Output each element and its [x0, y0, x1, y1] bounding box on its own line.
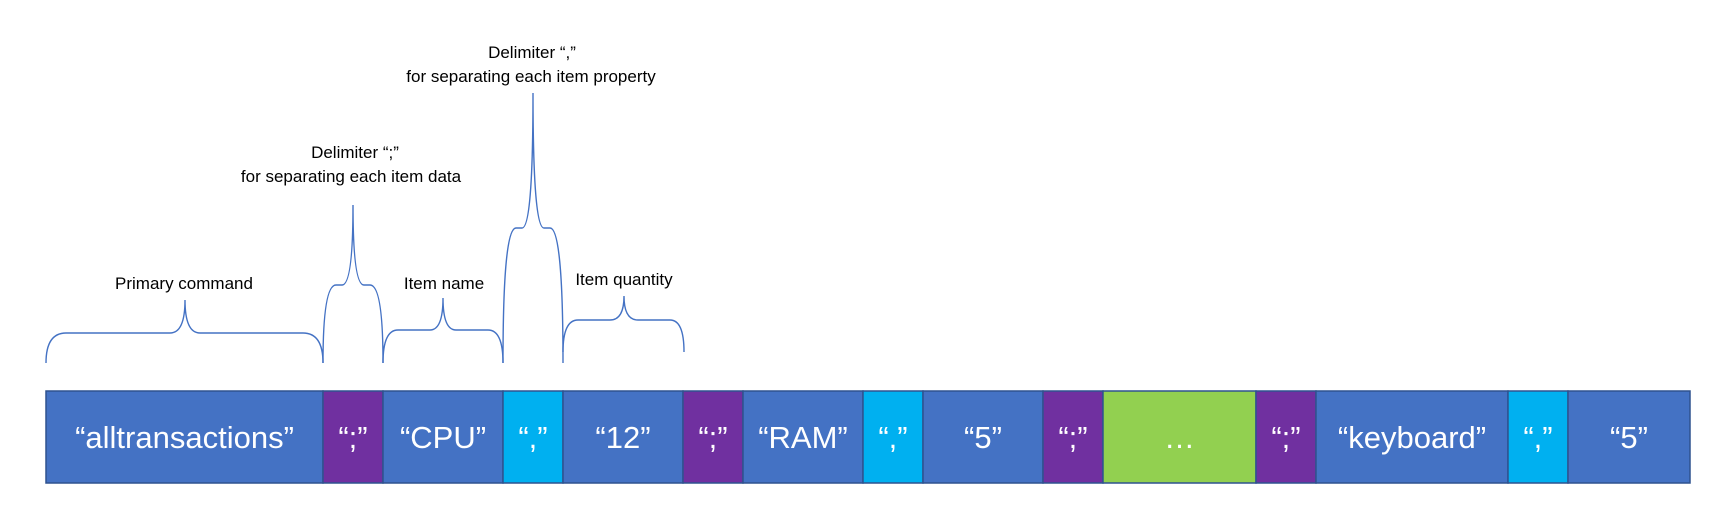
segment-label-3: “CPU” — [400, 420, 486, 455]
segment-13 — [1315, 390, 1509, 484]
brace-delimiter-comma — [502, 92, 564, 364]
segment-9 — [922, 390, 1044, 484]
segment-label-13: “keyboard” — [1338, 420, 1486, 455]
segment-14 — [1507, 390, 1569, 484]
label-delimiter-comma-desc: for separating each item property — [406, 67, 656, 86]
segment-bar: “alltransactions” “;” “CPU” “,” “12” “;” “RAM”… — [45, 390, 1691, 484]
segment-label-12: “;” — [1271, 420, 1300, 455]
segment-15 — [1567, 390, 1691, 484]
label-delimiter-semicolon: Delimiter “;” — [311, 143, 399, 162]
segment-12 — [1255, 390, 1317, 484]
segment-2 — [322, 390, 384, 484]
segment-label-11: … — [1164, 420, 1195, 455]
segment-label-7: “RAM” — [758, 420, 848, 455]
label-item-quantity: Item quantity — [575, 270, 673, 289]
segment-1 — [45, 390, 324, 484]
segment-7 — [742, 390, 864, 484]
segment-label-14: “,” — [1523, 420, 1552, 455]
segment-8 — [862, 390, 924, 484]
segment-label-9: “5” — [964, 420, 1002, 455]
brace-item-quantity — [562, 295, 685, 353]
segment-label-8: “,” — [878, 420, 907, 455]
segment-label-6: “;” — [698, 420, 727, 455]
segment-6 — [682, 390, 744, 484]
segment-10 — [1042, 390, 1104, 484]
segment-3 — [382, 390, 504, 484]
segment-label-4: “,” — [518, 420, 547, 455]
label-item-name: Item name — [404, 274, 484, 293]
segment-label-2: “;” — [338, 420, 367, 455]
segment-label-1: “alltransactions” — [75, 420, 294, 455]
segment-label-10: “;” — [1058, 420, 1087, 455]
segment-5 — [562, 390, 684, 484]
label-delimiter-semicolon-desc: for separating each item data — [241, 167, 462, 186]
brace-item-name — [382, 297, 504, 364]
label-delimiter-comma: Delimiter “,” — [488, 43, 576, 62]
segment-label-15: “5” — [1610, 420, 1648, 455]
label-primary-command: Primary command — [115, 274, 253, 293]
brace-primary-command — [45, 299, 324, 364]
brace-delimiter-semicolon — [322, 204, 384, 364]
segment-label-5: “12” — [595, 420, 650, 455]
